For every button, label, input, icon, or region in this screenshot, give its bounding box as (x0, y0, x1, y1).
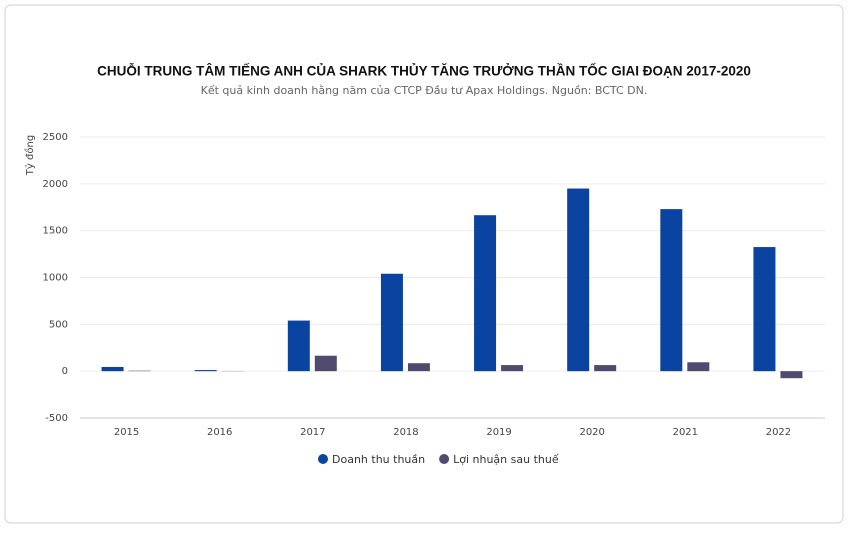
bar (408, 363, 430, 371)
bar (594, 365, 616, 371)
x-tick-label: 2022 (766, 427, 791, 438)
legend-marker (439, 454, 449, 464)
x-tick-label: 2021 (673, 427, 698, 438)
legend-label: Lợi nhuận sau thuế (453, 453, 559, 466)
bar (102, 367, 124, 371)
x-tick-label: 2017 (300, 427, 325, 438)
y-tick-label: 2000 (43, 179, 68, 190)
y-tick-label: 500 (49, 319, 68, 330)
legend-label: Doanh thu thuần (332, 453, 425, 466)
bar (687, 362, 709, 371)
y-tick-label: 1000 (43, 273, 68, 284)
bar (474, 215, 496, 371)
bar (660, 209, 682, 371)
legend-marker (318, 454, 328, 464)
bar (195, 370, 217, 371)
card (5, 5, 843, 523)
y-axis-title: Tỷ đồng (24, 135, 36, 176)
x-tick-label: 2016 (207, 427, 232, 438)
bar (381, 274, 403, 371)
x-tick-label: 2018 (393, 427, 418, 438)
x-tick-label: 2015 (114, 427, 139, 438)
bar (288, 321, 310, 372)
bar (753, 247, 775, 371)
chart-title: CHUỖI TRUNG TÂM TIẾNG ANH CỦA SHARK THỦY… (97, 64, 751, 79)
y-tick-label: -500 (45, 413, 68, 424)
y-tick-label: 2500 (43, 132, 68, 143)
bar (315, 356, 337, 371)
bar (567, 189, 589, 372)
chart-subtitle: Kết quả kinh doanh hằng năm của CTCP Đầu… (201, 84, 648, 97)
bar (780, 371, 802, 378)
x-tick-label: 2020 (579, 427, 604, 438)
x-tick-label: 2019 (486, 427, 511, 438)
y-tick-label: 1500 (43, 226, 68, 237)
y-tick-label: 0 (62, 366, 68, 377)
bar (501, 365, 523, 371)
